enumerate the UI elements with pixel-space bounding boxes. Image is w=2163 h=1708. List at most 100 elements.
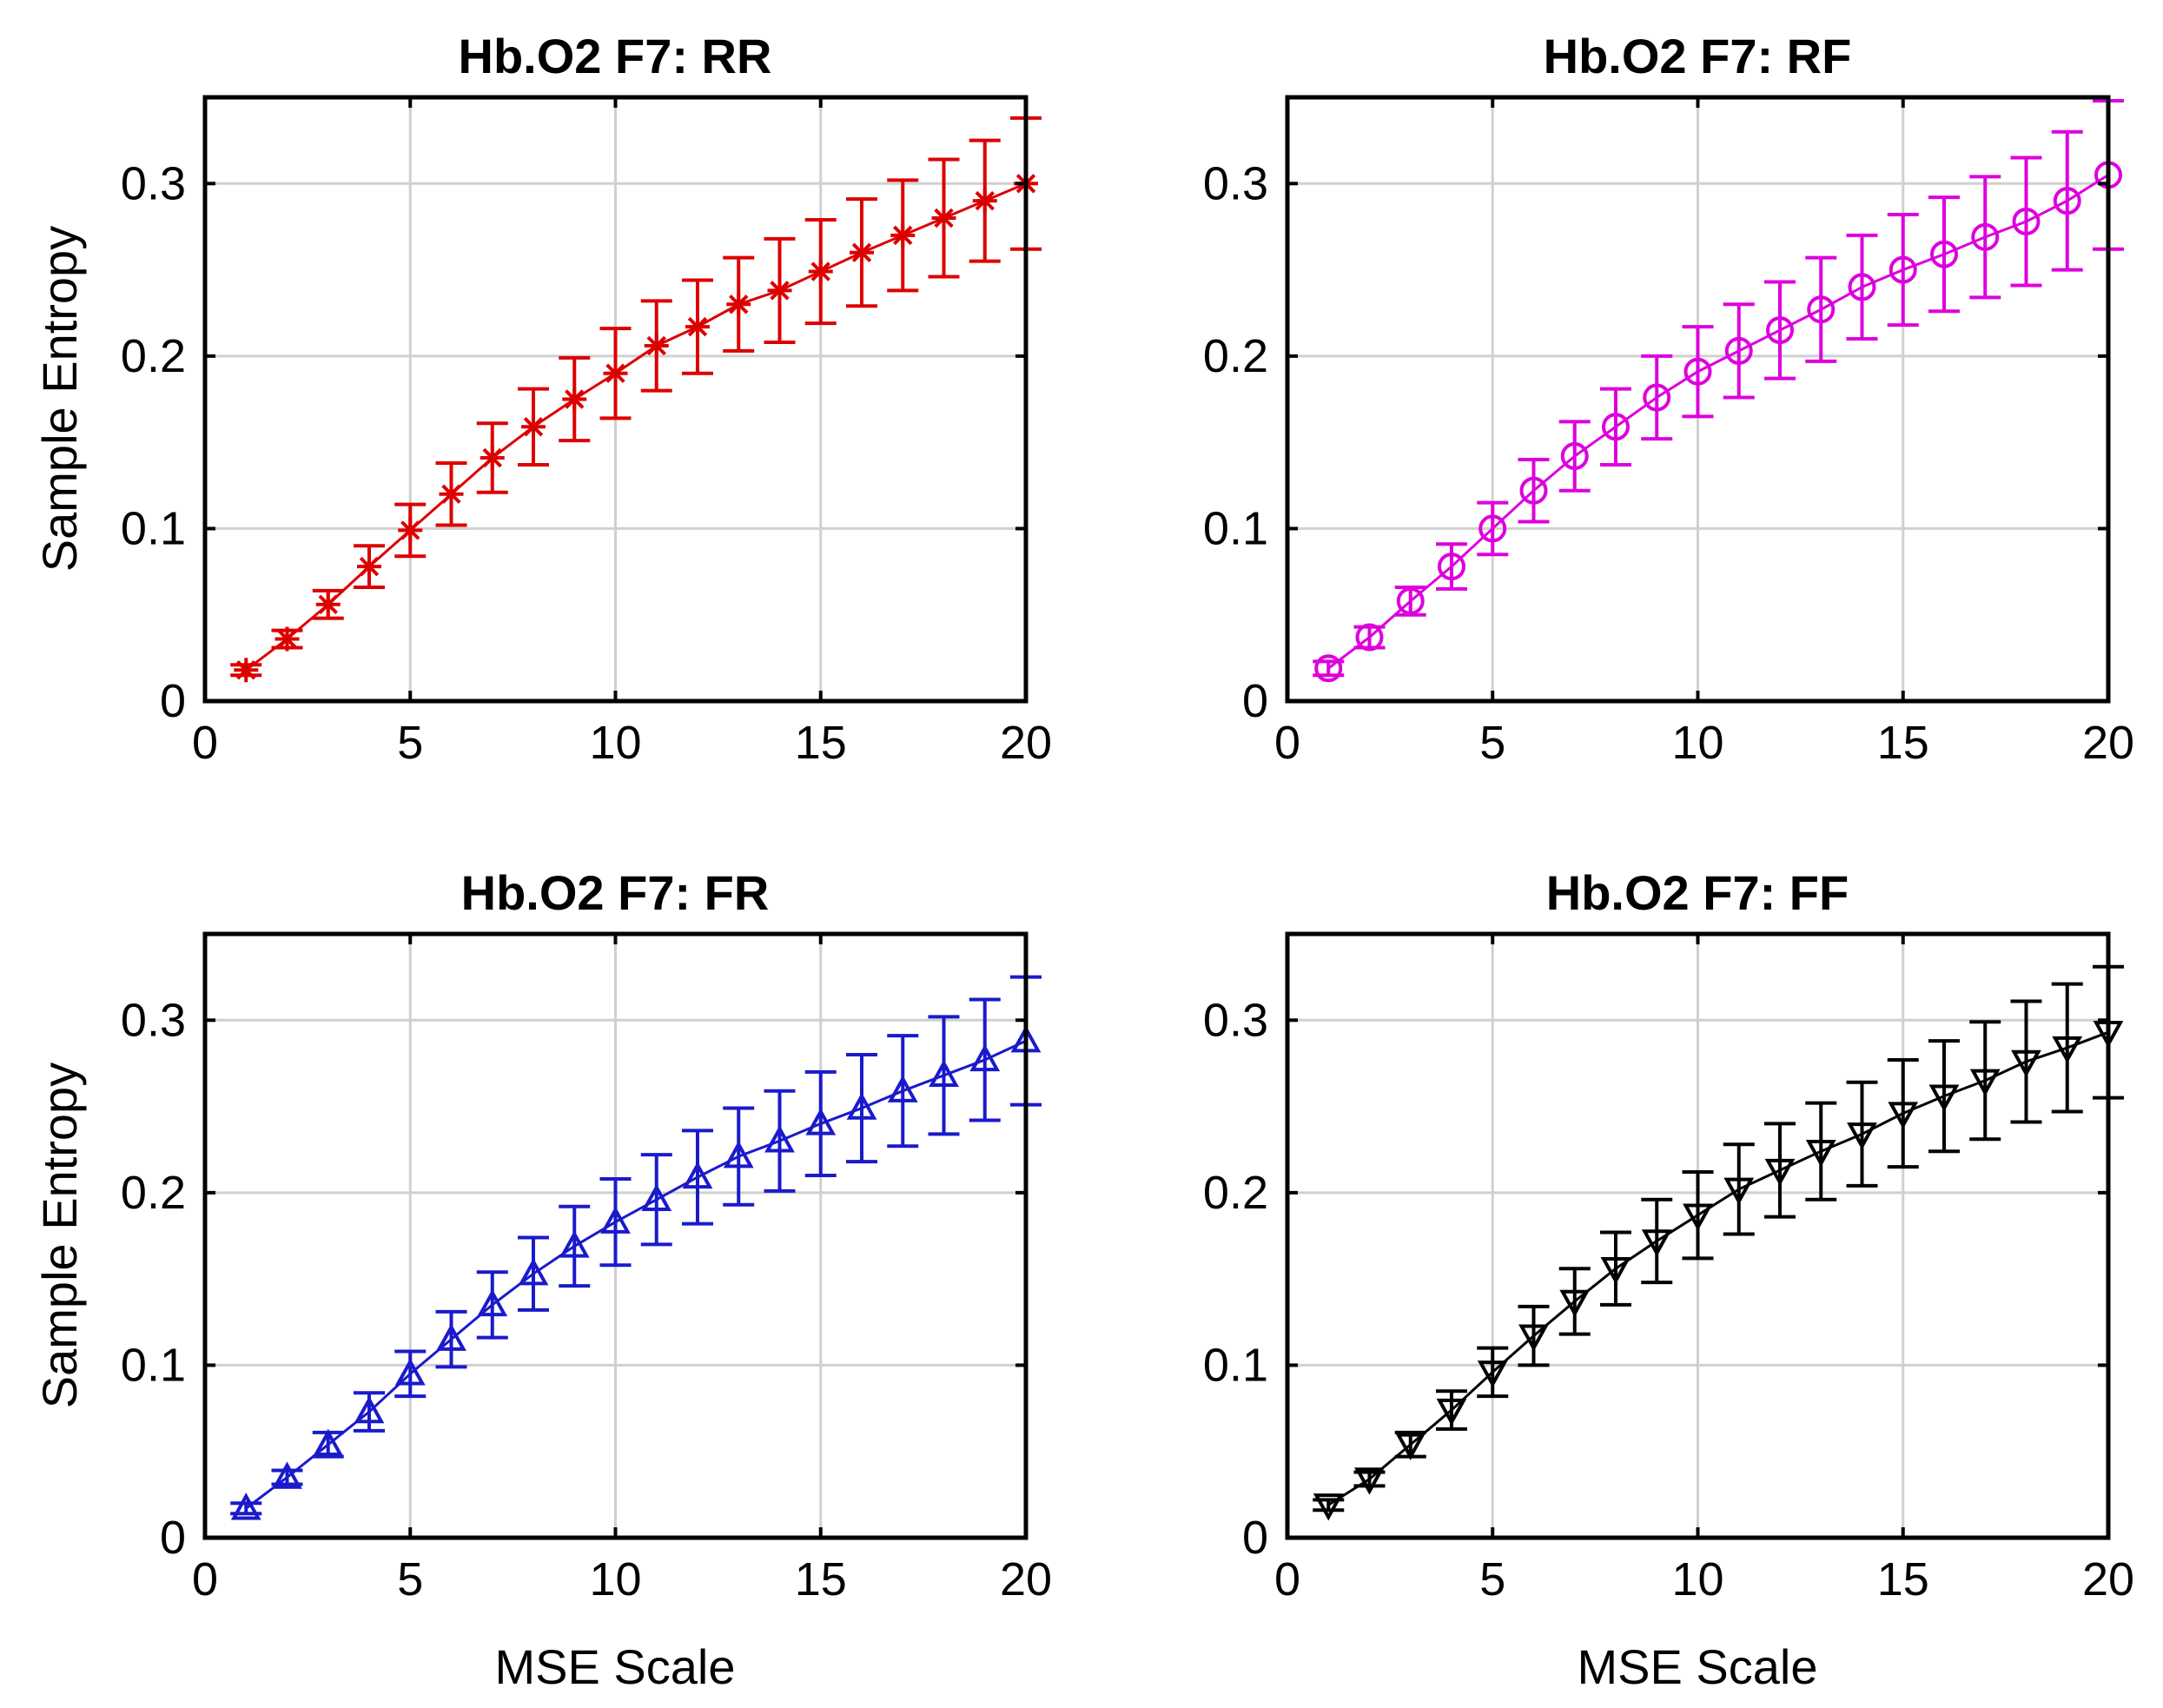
- error-bar: [1805, 1101, 1837, 1202]
- data-point: [808, 259, 833, 284]
- data-point: [2011, 1049, 2041, 1078]
- y-tick-label: 0.2: [1203, 330, 1268, 382]
- data-point: [1807, 295, 1836, 324]
- data-point: [518, 1258, 549, 1286]
- error-bar: [1969, 1020, 2001, 1142]
- y-tick-label: 0: [160, 1512, 186, 1564]
- data-point: [480, 446, 505, 471]
- data-point: [726, 292, 751, 317]
- series-line: [1327, 174, 2109, 670]
- error-bar: [2010, 156, 2042, 288]
- y-ticks: 0 0.1 0.2 0.3: [121, 994, 1026, 1564]
- error-bar: [559, 1204, 591, 1288]
- data-point: [767, 278, 792, 303]
- error-bar: [1764, 280, 1796, 381]
- data-point: [1724, 336, 1753, 365]
- data-point: [1314, 654, 1343, 683]
- data-point: [1930, 240, 1958, 268]
- y-tick-label: 0.1: [1203, 1339, 1268, 1391]
- data-point: [439, 481, 464, 506]
- data-point: [1477, 1360, 1508, 1388]
- panel-title: Hb.O2 F7: RR: [459, 29, 772, 83]
- error-bar: [1477, 1346, 1509, 1399]
- data-point: [1723, 1177, 1755, 1206]
- data-point: [1764, 1158, 1796, 1187]
- panel-fr: Hb.O2 F7: FR Sample Entropy MSE Scale 0 5…: [32, 865, 1052, 1694]
- data-point: [1805, 1140, 1836, 1168]
- data-point: [805, 1108, 837, 1135]
- error-bar: [1723, 1142, 1755, 1236]
- data-point: [1848, 273, 1876, 301]
- data-point: [1641, 1229, 1672, 1257]
- error-bar: [2051, 982, 2083, 1114]
- data-point: [1683, 357, 1712, 386]
- data-point: [354, 1395, 385, 1424]
- data-point: [234, 658, 259, 683]
- data-point: [477, 1288, 508, 1317]
- x-tick-label: 0: [192, 717, 218, 769]
- error-bar: [1846, 233, 1878, 341]
- error-bar: [846, 1053, 877, 1164]
- error-bar: [1928, 1039, 1960, 1154]
- error-bar: [476, 1270, 508, 1340]
- error-bar: [887, 1034, 919, 1149]
- error-bar: [1641, 1197, 1673, 1285]
- data-point: [1436, 1398, 1467, 1427]
- error-bar: [1887, 1057, 1919, 1169]
- data-point: [641, 1183, 672, 1211]
- error-bar: [2051, 129, 2083, 272]
- data-point: [357, 554, 381, 579]
- x-ticks: 0 5 10 15 20: [1274, 934, 2134, 1605]
- y-tick-label: 0.3: [1203, 994, 1268, 1046]
- x-tick-label: 15: [1877, 717, 1929, 769]
- data-point: [600, 1206, 631, 1234]
- data-point: [929, 1059, 959, 1088]
- error-bar: [1682, 325, 1714, 419]
- data-point: [275, 626, 300, 652]
- y-ticks: 0 0.1 0.2 0.3: [1203, 157, 2108, 727]
- data-point: [890, 222, 916, 248]
- y-tick-label: 0: [1242, 675, 1268, 727]
- data-point: [1355, 623, 1384, 652]
- x-tick-label: 10: [589, 717, 641, 769]
- y-tick-label: 0: [160, 675, 186, 727]
- data-point: [972, 189, 997, 214]
- error-bar: [1764, 1122, 1796, 1219]
- y-tick-label: 0.3: [1203, 157, 1268, 209]
- error-bar: [1805, 255, 1837, 363]
- data-point: [682, 1161, 713, 1189]
- error-bar: [518, 1235, 549, 1312]
- data-point: [1888, 1102, 1919, 1129]
- x-tick-label: 5: [1479, 717, 1505, 769]
- data-point: [764, 1125, 795, 1153]
- x-tick-label: 15: [795, 717, 847, 769]
- error-bar: [1518, 1304, 1550, 1367]
- data-point: [1438, 553, 1465, 581]
- y-tick-label: 0.1: [121, 502, 186, 554]
- data-point: [1602, 413, 1630, 441]
- plot-area: [230, 116, 1042, 683]
- panel-title: Hb.O2 F7: FR: [461, 865, 770, 920]
- data-point: [398, 518, 423, 543]
- x-ticks: 0 5 10 15 20: [1274, 97, 2134, 769]
- panel-ff: Hb.O2 F7: FF MSE Scale 0 5 10 15 20 00.10.20…: [1203, 865, 2134, 1694]
- data-point: [685, 314, 710, 340]
- data-point: [850, 240, 874, 265]
- error-bar: [1353, 625, 1386, 650]
- data-point: [272, 1461, 302, 1489]
- data-point: [230, 1493, 261, 1520]
- error-bar: [928, 1015, 960, 1136]
- data-point: [1928, 1084, 1960, 1112]
- panel-title: Hb.O2 F7: FF: [1546, 865, 1849, 920]
- x-tick-label: 5: [1479, 1553, 1505, 1605]
- plot-area: [230, 975, 1042, 1520]
- error-bar: [1887, 213, 1919, 328]
- error-bar: [1641, 354, 1673, 441]
- data-point: [1396, 586, 1425, 615]
- x-tick-label: 0: [192, 1553, 218, 1605]
- data-point: [1559, 1289, 1591, 1318]
- x-tick-label: 20: [1000, 1553, 1052, 1605]
- data-point: [2052, 1036, 2083, 1064]
